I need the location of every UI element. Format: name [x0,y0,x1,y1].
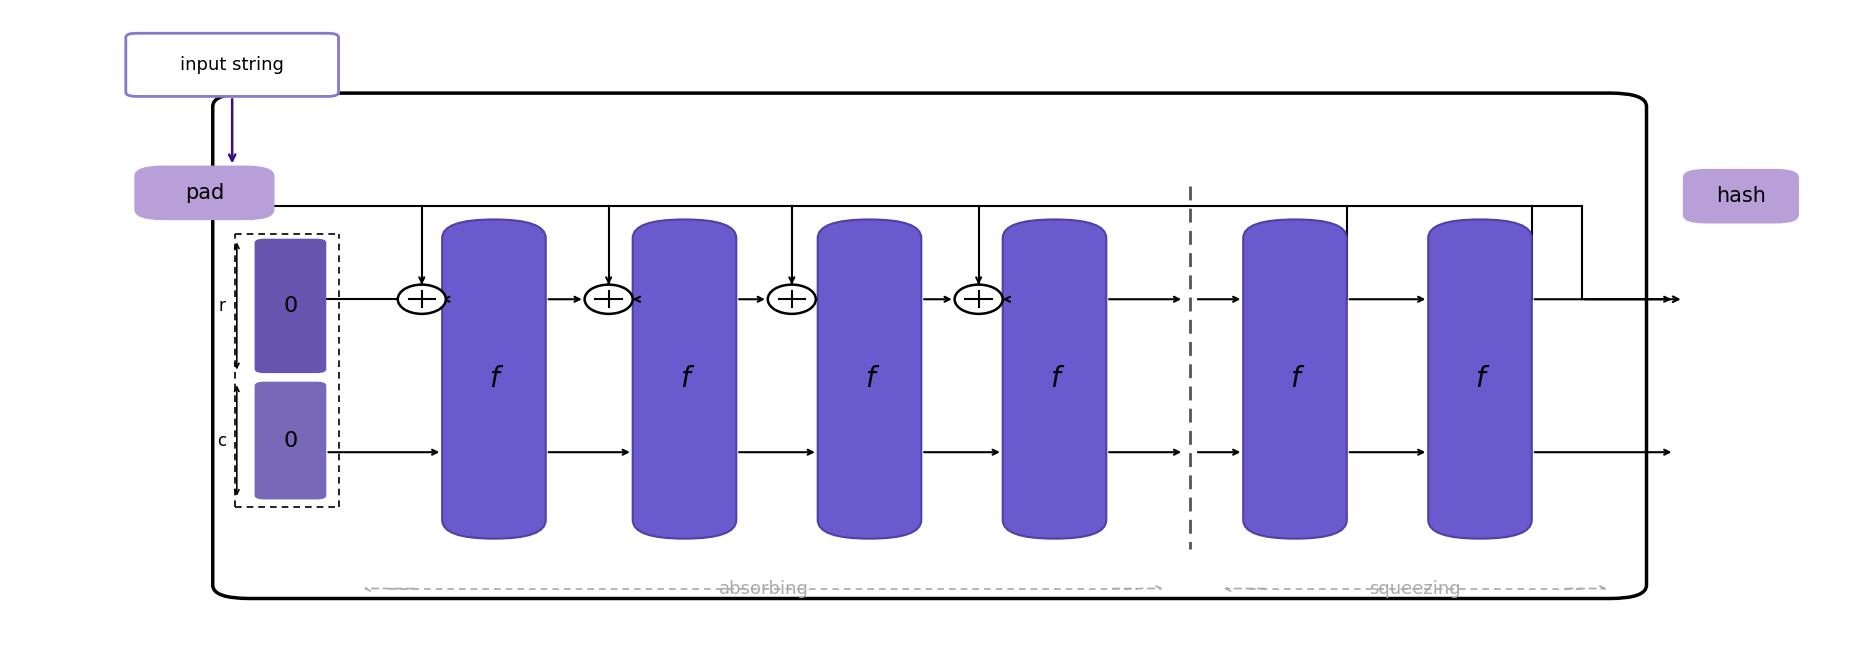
Text: squeezing: squeezing [1369,579,1462,598]
FancyBboxPatch shape [1003,219,1106,539]
FancyBboxPatch shape [126,33,339,96]
Ellipse shape [398,285,446,314]
Text: r: r [218,297,226,315]
Text: f: f [1049,365,1060,393]
Text: hash: hash [1717,186,1765,206]
FancyBboxPatch shape [633,219,736,539]
FancyBboxPatch shape [255,239,326,372]
Text: pad: pad [185,183,224,203]
FancyBboxPatch shape [1428,219,1532,539]
FancyBboxPatch shape [1243,219,1347,539]
Ellipse shape [768,285,816,314]
Text: f: f [1474,365,1486,393]
Text: f: f [488,365,500,393]
Text: absorbing: absorbing [720,579,808,598]
FancyBboxPatch shape [213,93,1646,598]
Text: input string: input string [179,56,285,74]
Text: 0: 0 [283,430,298,451]
Ellipse shape [955,285,1003,314]
Ellipse shape [585,285,633,314]
FancyBboxPatch shape [135,166,274,219]
FancyBboxPatch shape [442,219,546,539]
FancyBboxPatch shape [255,382,326,499]
Text: f: f [864,365,875,393]
Text: f: f [679,365,690,393]
Text: 0: 0 [283,296,298,316]
FancyBboxPatch shape [1684,170,1798,223]
FancyBboxPatch shape [818,219,921,539]
Text: c: c [218,432,226,450]
Text: f: f [1289,365,1301,393]
